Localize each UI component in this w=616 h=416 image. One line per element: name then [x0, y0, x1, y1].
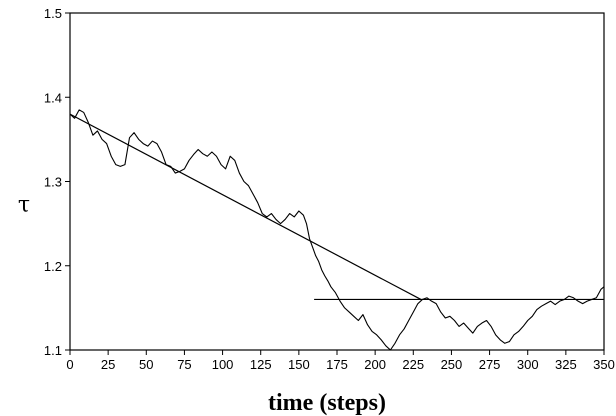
x-tick-label: 100 — [212, 357, 234, 372]
x-tick-label: 300 — [517, 357, 539, 372]
x-tick-label: 25 — [101, 357, 115, 372]
y-tick-label: 1.2 — [44, 259, 62, 274]
tau-trace-line — [69, 109, 605, 351]
x-tick-label: 50 — [139, 357, 153, 372]
series-layer — [69, 109, 605, 351]
x-tick-label: 350 — [593, 357, 615, 372]
x-tick-label: 125 — [250, 357, 272, 372]
x-tick-label: 325 — [555, 357, 577, 372]
x-tick-label: 225 — [402, 357, 424, 372]
y-tick-label: 1.3 — [44, 175, 62, 190]
y-tick-label: 1.1 — [44, 343, 62, 358]
x-axis-label: time (steps) — [268, 390, 386, 416]
x-tick-label: 175 — [326, 357, 348, 372]
x-tick-label: 0 — [66, 357, 73, 372]
y-axis-label: τ — [18, 193, 30, 218]
x-tick-label: 150 — [288, 357, 310, 372]
y-tick-label: 1.5 — [44, 6, 62, 21]
x-axis-ticks: 0 25 50 75 100 125 150 175 200 225 250 275 300 325 350 — [66, 350, 615, 372]
x-tick-label: 75 — [177, 357, 191, 372]
x-tick-label: 275 — [479, 357, 501, 372]
y-tick-label: 1.4 — [44, 90, 62, 105]
x-tick-label: 200 — [364, 357, 386, 372]
y-axis-ticks: 1.1 1.2 1.3 1.4 1.5 — [44, 6, 70, 358]
decreasing-trend-line — [69, 113, 422, 300]
x-tick-label: 250 — [441, 357, 463, 372]
